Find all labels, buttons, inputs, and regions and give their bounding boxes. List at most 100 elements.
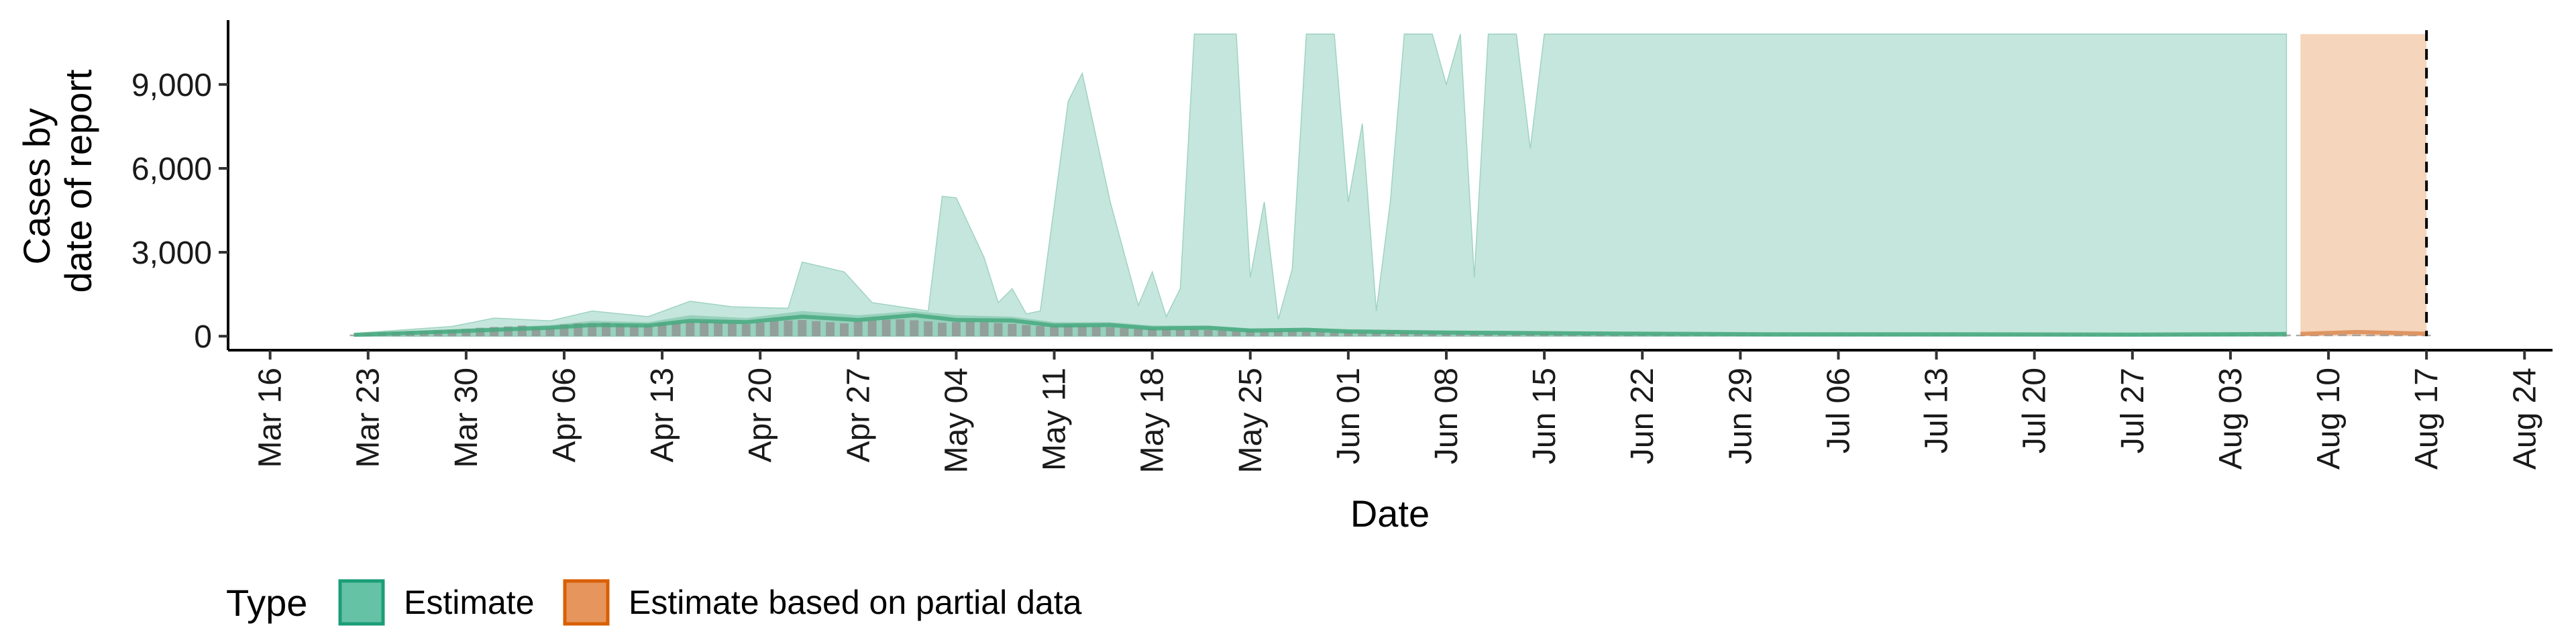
reported-case-bar bbox=[952, 322, 961, 337]
reported-case-bar bbox=[2338, 334, 2347, 337]
reported-case-bar bbox=[1413, 333, 1423, 337]
reported-case-bar bbox=[728, 323, 737, 337]
estimate-bands bbox=[354, 34, 2427, 337]
median-lines bbox=[354, 313, 2427, 337]
reported-case-bar bbox=[853, 321, 863, 337]
x-tick-label: May 04 bbox=[938, 368, 974, 473]
x-tick-label: Jun 29 bbox=[1723, 368, 1758, 464]
y-axis-title: Cases by date of report bbox=[15, 69, 99, 293]
y-axis-title-line-2: date of report bbox=[57, 69, 99, 293]
reported-case-bar bbox=[1484, 333, 1493, 337]
reported-case-bar bbox=[938, 323, 947, 337]
y-axis-title-line-1: Cases by bbox=[15, 108, 58, 264]
reported-case-bar bbox=[700, 321, 709, 337]
x-tick-label: Jul 27 bbox=[2115, 368, 2151, 453]
axes bbox=[227, 20, 2553, 352]
reported-case-bar bbox=[643, 325, 653, 337]
partial-median-line bbox=[2300, 329, 2427, 336]
reported-case-bar bbox=[924, 321, 933, 337]
y-axis-ticks: 0 3,000 6,000 9,000 bbox=[131, 68, 228, 355]
reported-case-bar bbox=[994, 323, 1003, 337]
reported-case-bar bbox=[1162, 329, 1171, 337]
reported-case-bar bbox=[1077, 325, 1087, 337]
partial-data-band bbox=[2300, 34, 2427, 337]
reported-case-bar bbox=[1399, 333, 1409, 337]
reported-case-bar bbox=[1106, 327, 1115, 337]
reported-case-bar bbox=[1120, 328, 1129, 337]
legend-label-estimate: Estimate bbox=[404, 584, 535, 621]
reported-case-bar bbox=[741, 324, 751, 337]
x-tick-label: May 18 bbox=[1135, 368, 1171, 473]
reported-case-bar bbox=[1344, 331, 1353, 337]
legend-swatch-partial bbox=[563, 579, 610, 626]
x-tick-label: Jul 20 bbox=[2017, 368, 2053, 453]
reported-case-bar bbox=[1260, 330, 1269, 337]
reported-case-bar bbox=[1022, 325, 1031, 337]
reported-case-bar bbox=[1287, 331, 1297, 337]
reported-case-bar bbox=[2296, 334, 2305, 337]
estimate-upper-band bbox=[354, 34, 2288, 337]
reported-case-bar bbox=[2366, 334, 2375, 337]
estimate-median-line bbox=[354, 313, 2287, 337]
reported-case-bar bbox=[826, 322, 835, 337]
reported-case-bar bbox=[1134, 329, 1143, 337]
reported-case-bar bbox=[1525, 334, 1535, 337]
reported-case-bar bbox=[755, 323, 765, 337]
reported-case-bar bbox=[2394, 334, 2403, 337]
x-tick-label: Apr 20 bbox=[743, 368, 778, 462]
x-tick-label: Jul 06 bbox=[1821, 368, 1857, 453]
x-axis-title: Date bbox=[1350, 492, 1430, 535]
reported-case-bar bbox=[1511, 334, 1521, 337]
legend-swatch-estimate bbox=[338, 579, 385, 626]
reported-case-bar bbox=[1372, 332, 1381, 337]
x-axis-ticks: Mar 16 Mar 23 Mar 30 Apr 06 Apr 13 Apr 20 Apr … bbox=[253, 350, 2542, 473]
x-tick-label: May 25 bbox=[1233, 368, 1269, 473]
reported-case-bar bbox=[1442, 333, 1451, 337]
reported-case-bar bbox=[1189, 329, 1199, 337]
x-tick-label: Mar 30 bbox=[449, 368, 484, 468]
reported-case-bar bbox=[2408, 335, 2417, 337]
reported-case-bar bbox=[1470, 333, 1479, 337]
reported-case-bar bbox=[1386, 333, 1395, 337]
y-tick-label: 6,000 bbox=[131, 152, 212, 187]
reported-case-bar bbox=[1148, 328, 1157, 337]
x-tick-label: Aug 24 bbox=[2507, 368, 2542, 470]
reported-case-bar bbox=[769, 321, 779, 337]
reported-case-bar bbox=[910, 320, 919, 337]
x-tick-label: Apr 13 bbox=[645, 368, 680, 462]
reported-case-bar bbox=[1232, 331, 1241, 337]
reported-case-bar bbox=[1456, 333, 1465, 337]
x-tick-label: Aug 17 bbox=[2409, 368, 2445, 470]
reported-case-bar bbox=[1036, 326, 1045, 337]
reported-case-bar bbox=[840, 323, 849, 337]
x-tick-label: Aug 03 bbox=[2213, 368, 2249, 470]
y-tick-label: 9,000 bbox=[131, 68, 212, 103]
reported-case-bar bbox=[1203, 330, 1213, 337]
reported-case-bar bbox=[1274, 331, 1283, 337]
reported-case-bar bbox=[867, 320, 877, 337]
reported-case-bar bbox=[1301, 331, 1311, 337]
reported-case-bar bbox=[896, 319, 905, 337]
x-tick-label: Jun 22 bbox=[1625, 368, 1660, 464]
reported-case-bar bbox=[1008, 323, 1017, 337]
x-tick-label: Jun 01 bbox=[1331, 368, 1366, 464]
reported-case-bar bbox=[881, 319, 891, 337]
reported-case-bar bbox=[812, 321, 821, 337]
reported-case-bar bbox=[1218, 330, 1227, 337]
reported-case-bar bbox=[2352, 334, 2361, 337]
reported-case-bar bbox=[798, 320, 807, 337]
reported-case-bar bbox=[965, 321, 975, 337]
reported-case-bar bbox=[1050, 325, 1059, 337]
reported-case-bar bbox=[1175, 329, 1185, 337]
reported-case-bar bbox=[686, 321, 695, 337]
x-tick-label: Jun 08 bbox=[1429, 368, 1464, 464]
reported-case-bar bbox=[784, 320, 793, 337]
legend-label-partial: Estimate based on partial data bbox=[629, 584, 1082, 621]
reported-case-bar bbox=[1358, 332, 1367, 337]
reported-case-bar bbox=[350, 334, 359, 337]
x-tick-label: Apr 27 bbox=[841, 368, 876, 462]
reported-case-bar bbox=[1063, 325, 1073, 337]
reported-case-bar bbox=[979, 322, 989, 337]
